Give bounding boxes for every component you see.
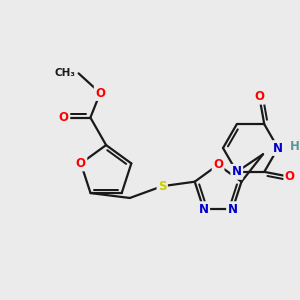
Text: N: N <box>227 203 238 216</box>
Text: S: S <box>158 180 166 193</box>
Text: N: N <box>199 203 209 216</box>
Text: O: O <box>66 67 76 80</box>
Text: O: O <box>59 111 69 124</box>
Text: O: O <box>76 157 86 170</box>
Text: O: O <box>254 90 264 103</box>
Text: O: O <box>285 170 295 183</box>
Text: N: N <box>232 165 242 178</box>
Text: O: O <box>95 86 105 100</box>
Text: O: O <box>213 158 223 171</box>
Text: H: H <box>290 140 300 153</box>
Text: N: N <box>273 142 283 154</box>
Text: CH₃: CH₃ <box>55 68 76 78</box>
